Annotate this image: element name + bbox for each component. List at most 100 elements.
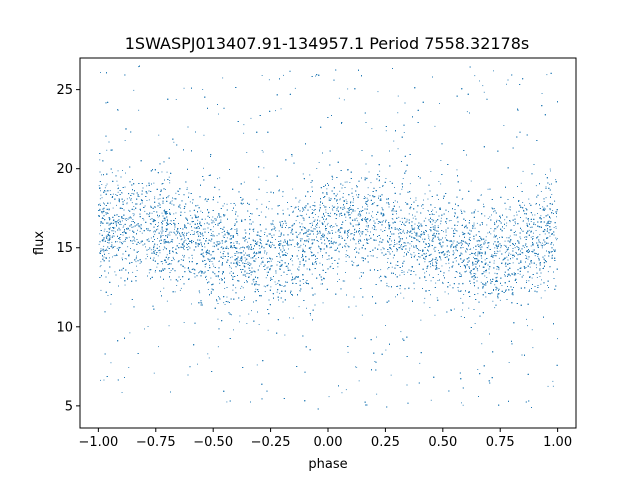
data-point: [555, 227, 557, 229]
data-point: [405, 242, 407, 244]
data-point: [345, 254, 347, 255]
data-point: [174, 228, 175, 230]
data-point: [262, 257, 264, 259]
data-point: [333, 226, 335, 227]
data-point: [458, 264, 460, 266]
data-point: [104, 187, 106, 189]
data-point: [312, 217, 314, 218]
data-point: [149, 218, 151, 220]
data-point: [503, 125, 505, 126]
data-point: [126, 198, 128, 200]
data-point: [118, 247, 120, 249]
data-point: [462, 232, 464, 234]
data-point: [366, 239, 367, 241]
data-point: [290, 239, 292, 241]
data-point: [435, 282, 437, 284]
data-point: [439, 103, 440, 104]
data-point: [244, 282, 245, 283]
data-point: [487, 188, 489, 190]
data-point: [484, 240, 486, 242]
data-point: [152, 249, 154, 251]
data-point: [124, 284, 126, 286]
data-point: [166, 300, 168, 302]
data-point: [477, 210, 479, 212]
data-point: [379, 187, 381, 188]
data-point: [237, 260, 239, 262]
data-point: [339, 228, 341, 230]
data-point: [146, 253, 148, 255]
data-point: [408, 252, 409, 253]
data-point: [516, 253, 517, 254]
data-point: [213, 226, 214, 228]
data-point: [327, 233, 329, 235]
data-point: [438, 250, 439, 251]
data-point: [518, 253, 520, 255]
data-point: [268, 79, 270, 81]
data-point: [211, 257, 213, 259]
data-point: [544, 233, 546, 235]
data-point: [228, 248, 229, 250]
data-point: [148, 238, 150, 240]
data-point: [112, 235, 114, 237]
data-point: [159, 198, 161, 200]
data-point: [550, 228, 552, 230]
data-point: [288, 248, 289, 250]
data-point: [183, 249, 185, 250]
data-point: [149, 240, 150, 242]
data-point: [237, 257, 239, 258]
data-point: [316, 168, 318, 169]
data-point: [386, 282, 388, 284]
data-point: [108, 224, 110, 226]
data-point: [462, 247, 464, 248]
data-point: [345, 220, 347, 221]
data-point: [380, 249, 382, 251]
data-point: [494, 228, 495, 230]
data-point: [238, 252, 239, 254]
data-point: [493, 211, 494, 213]
data-point: [110, 303, 112, 305]
data-point: [424, 253, 426, 255]
data-point: [344, 280, 346, 282]
data-point: [247, 241, 248, 243]
data-point: [107, 222, 109, 224]
data-point: [246, 280, 247, 281]
data-point: [322, 233, 324, 235]
data-point: [459, 242, 461, 244]
data-point: [122, 170, 123, 171]
data-point: [301, 257, 303, 258]
data-point: [551, 194, 553, 195]
data-point: [126, 203, 128, 205]
data-point: [249, 262, 250, 264]
data-point: [336, 193, 338, 195]
data-point: [387, 268, 389, 270]
data-point: [451, 227, 453, 229]
data-point: [103, 245, 105, 247]
data-point: [175, 212, 177, 214]
data-point: [158, 134, 160, 136]
data-point: [358, 380, 360, 382]
data-point: [171, 200, 173, 202]
data-point: [508, 262, 510, 264]
data-point: [397, 95, 399, 97]
data-point: [112, 247, 114, 249]
data-point: [444, 291, 446, 293]
data-point: [260, 243, 262, 245]
data-point: [391, 240, 392, 242]
data-point: [353, 262, 355, 264]
data-point: [199, 292, 201, 294]
data-point: [324, 243, 326, 245]
data-point: [280, 108, 282, 110]
data-point: [364, 177, 366, 179]
data-point: [251, 310, 252, 312]
data-point: [346, 250, 348, 252]
data-point: [183, 247, 184, 249]
data-point: [181, 247, 183, 248]
data-point: [496, 276, 498, 278]
data-point: [545, 197, 547, 199]
data-point: [271, 208, 273, 210]
data-point: [163, 240, 165, 242]
data-point: [311, 273, 313, 275]
data-point: [272, 258, 273, 260]
data-point: [125, 220, 127, 221]
data-point: [481, 194, 482, 196]
